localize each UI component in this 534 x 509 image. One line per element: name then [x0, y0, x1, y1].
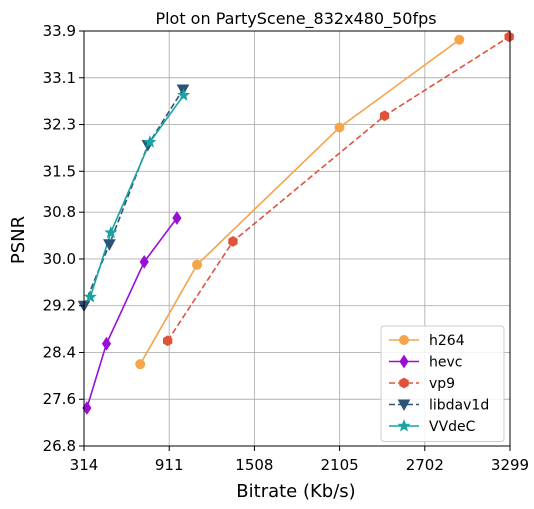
series-line-hevc — [87, 218, 177, 408]
legend-marker-vp9 — [400, 378, 408, 388]
legend-marker-h264 — [400, 336, 409, 345]
legend-label: h264 — [429, 333, 465, 349]
series-line-vp9 — [168, 37, 510, 341]
data-point-VVdeC — [106, 227, 117, 237]
x-tick-label: 314 — [70, 456, 99, 474]
y-tick-label: 31.5 — [43, 162, 76, 180]
x-ticks: 314 911 1508 2105 2702 3299 — [70, 446, 529, 474]
data-point-VVdeC — [85, 292, 96, 302]
y-tick-label: 26.8 — [43, 437, 76, 455]
data-point-vp9 — [380, 111, 388, 121]
x-tick-label: 2702 — [406, 456, 444, 474]
y-axis-label: PSNR — [8, 216, 29, 264]
y-tick-label: 32.3 — [43, 116, 76, 134]
chart-title: Plot on PartyScene_832x480_50fps — [155, 9, 436, 29]
y-tick-label: 30.0 — [43, 250, 76, 268]
data-point-vp9 — [229, 237, 237, 247]
data-point-h264 — [335, 123, 344, 132]
legend-label: vp9 — [429, 376, 455, 392]
data-point-vp9 — [505, 32, 513, 42]
legend: h264 hevc vp9 libdav1d VVdeC — [381, 326, 504, 442]
data-point-h264 — [193, 260, 202, 269]
y-tick-label: 30.8 — [43, 203, 76, 221]
series-line-libdav1d — [84, 90, 183, 306]
legend-label: libdav1d — [429, 398, 489, 414]
y-tick-label: 27.6 — [43, 390, 76, 408]
data-point-vp9 — [164, 336, 172, 346]
y-tick-label: 29.2 — [43, 297, 76, 315]
x-tick-label: 3299 — [491, 456, 529, 474]
data-point-h264 — [136, 360, 145, 369]
legend-label: VVdeC — [429, 419, 476, 435]
series-line-h264 — [140, 40, 459, 364]
x-tick-label: 911 — [155, 456, 184, 474]
x-tick-label: 2105 — [321, 456, 359, 474]
y-tick-label: 28.4 — [43, 343, 76, 361]
y-tick-label: 33.1 — [43, 69, 76, 87]
y-tick-label: 33.9 — [43, 22, 76, 40]
x-axis-label: Bitrate (Kb/s) — [236, 481, 355, 502]
x-tick-label: 1508 — [235, 456, 273, 474]
legend-label: hevc — [429, 355, 462, 371]
y-ticks: 26.8 27.6 28.4 29.2 30.0 30.8 31.5 32.3 33.1 33.9 — [43, 22, 84, 455]
data-point-VVdeC — [178, 90, 188, 100]
data-point-h264 — [455, 35, 464, 44]
